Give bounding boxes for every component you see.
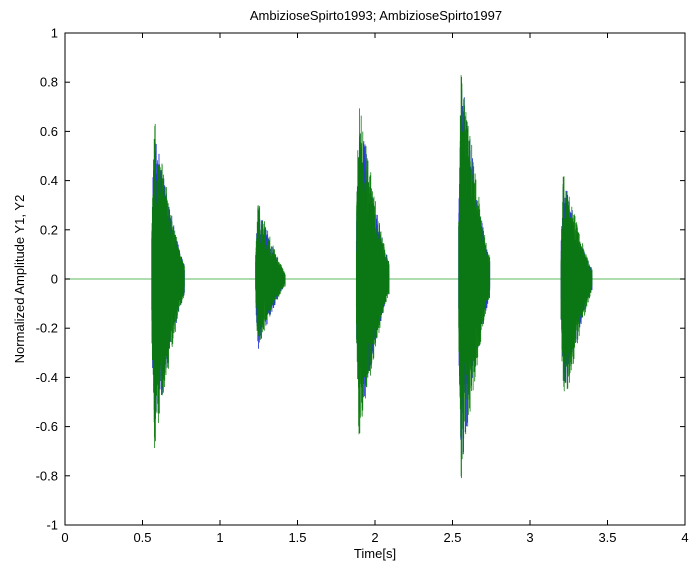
x-tick-label: 2: [371, 530, 378, 545]
y-tick-label: -0.6: [36, 419, 58, 434]
y-tick-label: -1: [46, 518, 58, 533]
axis-ticks: 0 0.5 1 1.5 2 2.5 3 3.5 4 1 0.8 0.6 0.4 0.2 0 -0.2 -0.4 -…: [36, 26, 689, 546]
y-tick-label: -0.4: [36, 370, 58, 385]
x-tick-label: 0: [61, 530, 68, 545]
y-tick-label: -0.8: [36, 468, 58, 483]
x-tick-label: 4: [681, 530, 688, 545]
y-tick-label: 0.2: [40, 222, 58, 237]
y-tick-label: 0.4: [40, 173, 58, 188]
y-tick-label: 0.6: [40, 124, 58, 139]
plot-area: [65, 75, 685, 479]
series-2-burst-5: [560, 176, 593, 392]
x-tick-label: 1: [216, 530, 223, 545]
x-tick-label: 3: [526, 530, 533, 545]
series-2-burst-2: [255, 205, 286, 343]
y-axis-label: Normalized Amplitude Y1, Y2: [12, 195, 27, 364]
series-2-burst-1: [151, 123, 185, 448]
series-2-burst-4: [458, 75, 491, 479]
x-tick-label: 1.5: [288, 530, 306, 545]
x-tick-label: 0.5: [133, 530, 151, 545]
y-tick-label: 0: [51, 272, 58, 287]
x-tick-label: 3.5: [598, 530, 616, 545]
x-tick-label: 2.5: [443, 530, 461, 545]
x-axis-label: Time[s]: [354, 546, 396, 561]
series-2-burst-3: [356, 108, 390, 435]
y-tick-label: 0.8: [40, 75, 58, 90]
y-tick-label: -0.2: [36, 321, 58, 336]
chart-title: AmbizioseSpirto1993; AmbizioseSpirto1997: [250, 8, 502, 23]
y-tick-label: 1: [51, 26, 58, 41]
